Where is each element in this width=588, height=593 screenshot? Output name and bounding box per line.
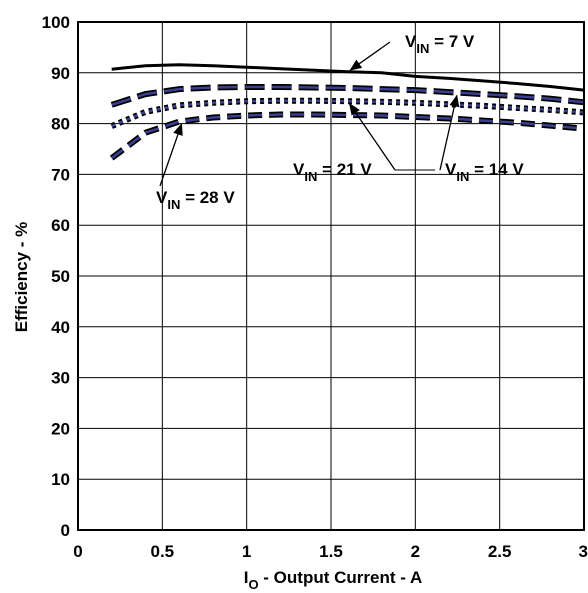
series-1 [110,84,585,108]
y-tick-label-1: 10 [51,470,70,489]
x-tick-label-3: 1.5 [319,542,343,561]
y-tick-label-4: 40 [51,318,70,337]
annotation-label-subscript-3: IN [167,197,180,212]
y-tick-label-8: 80 [51,115,70,134]
annotation-arrow-2 [348,102,396,171]
y-tick-label-9: 90 [51,64,70,83]
series-3 [109,111,585,161]
x-axis-title: IO - Output Current - A [244,568,423,592]
annotation-label-2: VIN = 21 V [293,160,372,184]
x-tick-label-4: 2 [411,542,420,561]
annotation-label-main-2: V [293,160,305,179]
annotation-label-rest-3: = 28 V [180,188,235,207]
annotation-label-subscript-0: IN [416,41,429,56]
annotation-label-main-1: V [445,160,457,179]
series-line-fill-1 [111,85,585,106]
annotation-arrow-3 [159,123,183,187]
y-tick-label-0: 0 [61,521,70,540]
grid [78,22,584,530]
y-tick-label-5: 50 [51,267,70,286]
x-tick-label-6: 3 [579,542,588,561]
annotation-label-subscript-1: IN [456,169,469,184]
series-line-fill-3 [110,113,585,160]
x-axis-title-main: I [244,568,249,587]
series-2 [110,97,585,129]
plot-frame [77,21,585,531]
annotation-label-main-0: V [405,32,417,51]
annotation-label-main-3: V [156,188,168,207]
x-tick-label-0: 0 [73,542,82,561]
x-tick-label-1: 0.5 [151,542,175,561]
y-tick-label-7: 70 [51,165,70,184]
annotation-label-3: VIN = 28 V [156,188,235,212]
series-line-fill-2 [111,99,585,128]
x-tick-label-2: 1 [242,542,251,561]
series-line-3 [109,111,585,161]
annotation-label-rest-0: = 7 V [429,32,475,51]
y-tick-label-6: 60 [51,216,70,235]
annotation-label-subscript-2: IN [304,169,317,184]
plot-border [77,21,585,531]
y-tick-label-3: 30 [51,369,70,388]
annotation-label-0: VIN = 7 V [405,32,475,56]
x-tick-label-5: 2.5 [488,542,512,561]
series-0 [111,63,585,92]
series-line-0 [111,63,585,92]
y-axis-title: Efficiency - % [12,222,31,333]
tick-labels: 0 10 20 30 40 50 60 70 80 90 100 0 0.5 1 1.5 2 2.5 3 [42,13,588,561]
annotation-label-rest-2: = 21 V [317,160,372,179]
y-tick-label-2: 20 [51,419,70,438]
annotation-label-1: VIN = 14 V [445,160,524,184]
y-tick-label-10: 100 [42,13,70,32]
series-group [109,63,585,161]
x-axis-title-subscript: O [248,577,258,592]
x-axis-title-rest: - Output Current - A [259,568,423,587]
annotation-arrow-0 [349,41,391,71]
annotation-arrow-1 [439,94,460,171]
annotation-label-rest-1: = 14 V [469,160,524,179]
